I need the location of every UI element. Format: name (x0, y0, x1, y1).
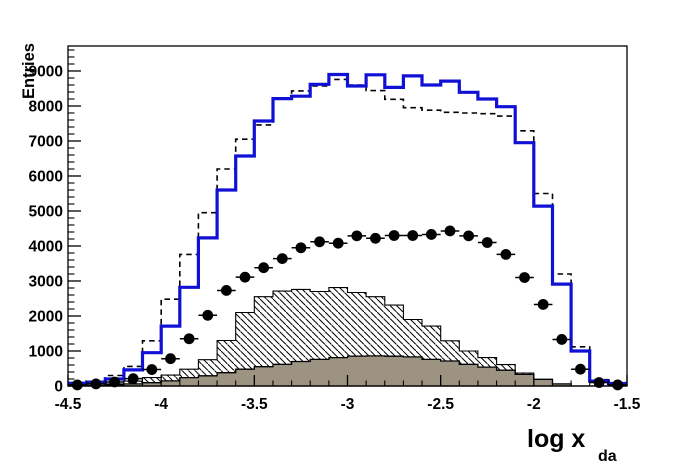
blue-histogram (68, 72, 627, 386)
x-tick-label: -1.5 (614, 396, 641, 413)
data-point (589, 377, 609, 388)
y-tick-label: 9000 (29, 63, 63, 80)
data-point (403, 230, 423, 241)
data-points (68, 225, 627, 391)
data-point (366, 232, 385, 244)
y-axis-title: Entries (20, 43, 38, 99)
data-point (86, 378, 106, 390)
series-layer (68, 72, 627, 391)
data-point (235, 271, 255, 283)
data-point (571, 363, 590, 375)
data-point (384, 230, 404, 241)
data-point (496, 248, 516, 260)
x-tick-label: -4 (154, 396, 168, 413)
y-tick-label: 7000 (29, 133, 63, 150)
data-point (459, 230, 478, 242)
x-tick-label: -3.5 (241, 396, 268, 413)
data-point (422, 229, 441, 240)
data-point (552, 334, 572, 345)
data-point (347, 230, 367, 242)
x-tick-label: -4.5 (55, 396, 82, 413)
data-point (291, 242, 311, 254)
y-tick-label: 1000 (29, 343, 63, 360)
x-tick-label: -2.5 (427, 396, 454, 413)
y-tick-label: 6000 (29, 168, 63, 185)
data-point (533, 299, 553, 310)
x-axis-title: log x (527, 425, 585, 453)
data-point (608, 379, 627, 391)
data-point (161, 353, 180, 365)
data-point (310, 236, 329, 248)
data-point (142, 364, 162, 375)
data-point (440, 225, 460, 237)
x-axis-title-subscript: da (598, 448, 617, 465)
x-tick-label: -3 (341, 396, 355, 413)
data-point (123, 373, 143, 385)
data-point (105, 376, 124, 388)
y-tick-label: 0 (54, 379, 63, 396)
y-tick-label: 2000 (29, 308, 63, 325)
data-point (477, 237, 497, 248)
data-point (272, 253, 292, 264)
y-tick-label: 5000 (29, 203, 63, 220)
data-point (68, 379, 87, 391)
y-tick-label: 3000 (29, 273, 63, 290)
tick-layer: 0 1000 2000 3000 4000 5000 6000 7000 8000 9000 -4.… (29, 49, 641, 413)
y-tick-label: 8000 (29, 98, 63, 115)
data-point (179, 333, 199, 345)
x-tick-label: -2 (527, 396, 541, 413)
data-point (254, 262, 273, 274)
data-point (328, 237, 348, 249)
y-tick-label: 4000 (29, 238, 63, 255)
data-point (515, 272, 534, 283)
data-point (217, 285, 236, 296)
data-point (198, 309, 218, 321)
